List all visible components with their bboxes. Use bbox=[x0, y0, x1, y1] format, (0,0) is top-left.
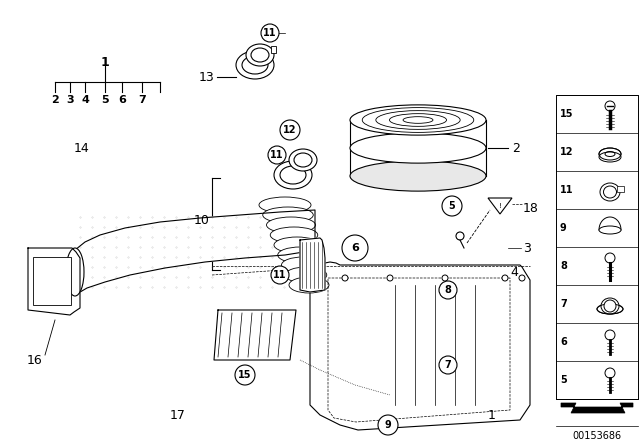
Bar bbox=[33, 257, 71, 305]
Ellipse shape bbox=[282, 257, 324, 273]
Text: 5: 5 bbox=[101, 95, 109, 105]
Text: 15: 15 bbox=[560, 109, 573, 119]
Text: 12: 12 bbox=[284, 125, 297, 135]
Text: 7: 7 bbox=[138, 95, 146, 105]
Circle shape bbox=[342, 275, 348, 281]
Circle shape bbox=[604, 300, 616, 312]
Circle shape bbox=[605, 330, 615, 340]
Circle shape bbox=[235, 365, 255, 385]
Ellipse shape bbox=[259, 197, 311, 213]
Circle shape bbox=[280, 120, 300, 140]
Ellipse shape bbox=[266, 217, 316, 233]
Polygon shape bbox=[488, 198, 512, 214]
Ellipse shape bbox=[236, 51, 274, 79]
Ellipse shape bbox=[294, 153, 312, 167]
Text: 1: 1 bbox=[488, 409, 496, 422]
Bar bbox=[271, 46, 276, 53]
Text: 11: 11 bbox=[270, 150, 284, 160]
Text: 00153686: 00153686 bbox=[572, 431, 621, 441]
Text: 5: 5 bbox=[560, 375, 567, 385]
Ellipse shape bbox=[597, 304, 623, 314]
Ellipse shape bbox=[601, 298, 619, 314]
Ellipse shape bbox=[274, 161, 312, 189]
Text: 5: 5 bbox=[449, 201, 456, 211]
Text: 6: 6 bbox=[351, 243, 359, 253]
Polygon shape bbox=[599, 217, 621, 230]
Ellipse shape bbox=[350, 105, 486, 135]
Text: 2: 2 bbox=[512, 142, 520, 155]
Text: 9: 9 bbox=[385, 420, 392, 430]
Ellipse shape bbox=[289, 277, 329, 293]
Ellipse shape bbox=[270, 227, 317, 243]
Text: 13: 13 bbox=[199, 70, 215, 83]
Text: 7: 7 bbox=[560, 299, 567, 309]
Ellipse shape bbox=[289, 149, 317, 171]
Circle shape bbox=[378, 415, 398, 435]
Circle shape bbox=[605, 101, 615, 111]
Text: 2: 2 bbox=[51, 95, 59, 105]
Text: 18: 18 bbox=[523, 202, 539, 215]
Text: 12: 12 bbox=[560, 147, 573, 157]
Ellipse shape bbox=[246, 44, 274, 66]
Ellipse shape bbox=[251, 48, 269, 62]
Text: 10: 10 bbox=[194, 214, 210, 227]
Ellipse shape bbox=[280, 166, 306, 184]
Text: 11: 11 bbox=[560, 185, 573, 195]
Text: 6: 6 bbox=[560, 337, 567, 347]
Text: 4: 4 bbox=[81, 95, 89, 105]
Circle shape bbox=[605, 368, 615, 378]
Ellipse shape bbox=[599, 148, 621, 160]
Ellipse shape bbox=[66, 248, 84, 296]
Ellipse shape bbox=[350, 161, 486, 191]
Text: 17: 17 bbox=[170, 409, 186, 422]
Ellipse shape bbox=[604, 186, 616, 198]
Polygon shape bbox=[561, 403, 633, 413]
Circle shape bbox=[605, 253, 615, 263]
Polygon shape bbox=[75, 210, 320, 295]
Ellipse shape bbox=[263, 207, 313, 223]
Text: 9: 9 bbox=[560, 223, 567, 233]
Text: 15: 15 bbox=[238, 370, 252, 380]
Circle shape bbox=[268, 146, 286, 164]
Text: 7: 7 bbox=[445, 360, 451, 370]
Circle shape bbox=[502, 275, 508, 281]
Text: 3: 3 bbox=[66, 95, 74, 105]
Polygon shape bbox=[310, 262, 530, 430]
Polygon shape bbox=[214, 310, 296, 360]
Ellipse shape bbox=[274, 237, 320, 253]
Ellipse shape bbox=[600, 183, 620, 201]
Circle shape bbox=[342, 235, 368, 261]
Text: 1: 1 bbox=[100, 56, 109, 69]
Circle shape bbox=[261, 24, 279, 42]
Ellipse shape bbox=[350, 133, 486, 163]
Polygon shape bbox=[28, 248, 80, 315]
Text: 8: 8 bbox=[445, 285, 451, 295]
Text: 3: 3 bbox=[523, 241, 531, 254]
Circle shape bbox=[271, 266, 289, 284]
Text: 16: 16 bbox=[27, 353, 43, 366]
Circle shape bbox=[519, 275, 525, 281]
Ellipse shape bbox=[285, 267, 327, 283]
Bar bbox=[556, 95, 638, 399]
Ellipse shape bbox=[242, 56, 268, 74]
Circle shape bbox=[442, 275, 448, 281]
Ellipse shape bbox=[599, 226, 621, 234]
Text: 11: 11 bbox=[263, 28, 276, 38]
Circle shape bbox=[442, 196, 462, 216]
Bar bbox=[617, 186, 624, 192]
Circle shape bbox=[439, 356, 457, 374]
Text: 6: 6 bbox=[118, 95, 126, 105]
Text: 11: 11 bbox=[273, 270, 287, 280]
Ellipse shape bbox=[278, 247, 323, 263]
Circle shape bbox=[387, 275, 393, 281]
Circle shape bbox=[439, 281, 457, 299]
Text: 14: 14 bbox=[74, 142, 90, 155]
Text: 8: 8 bbox=[560, 261, 567, 271]
Polygon shape bbox=[300, 238, 325, 292]
Text: 4: 4 bbox=[510, 266, 518, 279]
Ellipse shape bbox=[599, 152, 621, 162]
Text: !: ! bbox=[499, 203, 501, 209]
